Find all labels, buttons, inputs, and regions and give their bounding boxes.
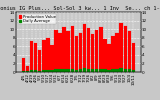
Bar [50,70,54,72]
Bar [87,28,90,72]
Bar [22,58,25,72]
Bar [22,71,25,72]
Bar [99,27,103,72]
Title: Fronius IG Plus... Sol-Sol 3 kw... 1 Inv  Se... ch 1-4: Fronius IG Plus... Sol-Sol 3 kw... 1 Inv… [0,6,160,11]
Bar [79,33,82,72]
Bar [107,70,111,72]
Bar [124,26,127,72]
Bar [79,69,82,72]
Bar [83,68,86,72]
Bar [95,69,98,72]
Bar [103,39,107,72]
Bar [111,69,115,72]
Bar [67,31,70,72]
Bar [95,30,98,72]
Bar [34,70,37,72]
Bar [128,69,131,72]
Bar [71,69,74,72]
Bar [87,69,90,72]
Bar [67,69,70,72]
Bar [111,36,115,72]
Bar [91,34,94,72]
Bar [46,38,50,72]
Bar [46,70,50,72]
Bar [62,27,66,72]
Bar [91,69,94,72]
Bar [58,33,62,72]
Bar [58,69,62,72]
Bar [128,31,131,72]
Bar [120,68,123,72]
Bar [71,26,74,72]
Bar [124,69,127,72]
Bar [30,41,33,72]
Bar [26,66,29,72]
Bar [75,70,78,72]
Bar [115,33,119,72]
Bar [54,69,58,72]
Bar [75,36,78,72]
Bar [132,43,135,72]
Bar [42,70,45,72]
Bar [54,30,58,72]
Bar [38,71,41,72]
Bar [99,69,103,72]
Bar [30,70,33,72]
Bar [120,23,123,72]
Bar [132,70,135,72]
Bar [107,44,111,72]
Bar [50,45,54,72]
Bar [38,50,41,72]
Bar [115,69,119,72]
Bar [62,69,66,72]
Bar [34,43,37,72]
Bar [103,69,107,72]
Legend: Production Value, Daily Average: Production Value, Daily Average [18,14,56,24]
Bar [42,40,45,72]
Bar [83,24,86,72]
